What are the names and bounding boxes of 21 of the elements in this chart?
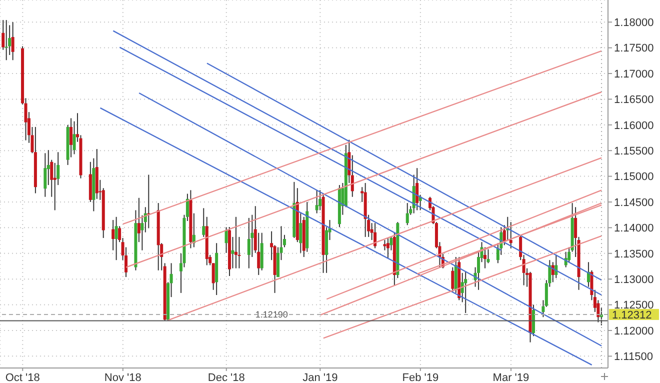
y-tick-label: 1.14500 (614, 196, 654, 209)
y-tick-label: 1.15500 (614, 145, 654, 158)
x-tick-label: Nov '18 (104, 372, 142, 383)
y-tick-label: 1.13000 (614, 274, 654, 286)
y-tick-label: 1.16500 (614, 94, 654, 106)
y-tick-label: 1.11500 (614, 351, 653, 364)
x-tick-label: Dec '18 (208, 372, 245, 383)
x-tick-label: Mar '19 (492, 372, 530, 383)
y-tick-label: 1.18000 (614, 17, 654, 30)
y-tick-label: 1.12000 (614, 325, 654, 338)
y-tick-label: 1.12500 (614, 300, 654, 312)
x-tick-label: Jan '19 (302, 372, 338, 383)
y-tick-label: 1.13500 (614, 248, 654, 260)
x-tick-label: Feb '19 (402, 372, 439, 383)
y-tick-label: 1.15000 (614, 171, 654, 184)
y-tick-label: 1.17500 (614, 42, 654, 55)
y-tick-label: 1.16000 (614, 120, 654, 132)
ref-line-label: 1.12312 (612, 309, 652, 322)
y-tick-label: 1.14000 (614, 222, 654, 235)
y-tick-label: 1.17000 (614, 68, 654, 80)
x-tick-label: Oct '18 (5, 372, 40, 383)
